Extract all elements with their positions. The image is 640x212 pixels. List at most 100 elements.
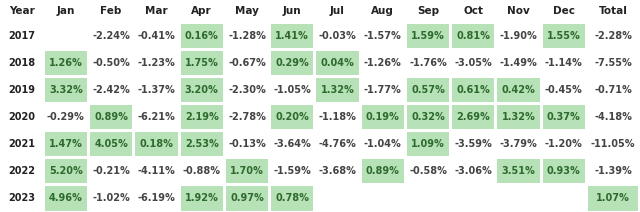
Text: -0.71%: -0.71% xyxy=(595,85,632,95)
Text: 1.07%: 1.07% xyxy=(596,193,630,204)
Text: 2023: 2023 xyxy=(8,193,35,204)
Text: -1.37%: -1.37% xyxy=(138,85,175,95)
Text: -1.04%: -1.04% xyxy=(364,139,402,149)
Text: Mar: Mar xyxy=(145,6,168,16)
Text: -7.55%: -7.55% xyxy=(595,58,632,68)
Text: -2.30%: -2.30% xyxy=(228,85,266,95)
Bar xyxy=(588,105,639,129)
Bar xyxy=(271,132,314,156)
Text: 2.69%: 2.69% xyxy=(456,112,490,122)
Bar xyxy=(90,105,132,129)
Bar xyxy=(271,78,314,102)
Text: -3.59%: -3.59% xyxy=(454,139,492,149)
Bar xyxy=(135,159,177,183)
Bar xyxy=(316,51,358,75)
Bar xyxy=(180,159,223,183)
Bar xyxy=(271,105,314,129)
Bar xyxy=(45,78,87,102)
Text: Dec: Dec xyxy=(553,6,575,16)
Text: -3.64%: -3.64% xyxy=(273,139,311,149)
Bar xyxy=(271,159,314,183)
Bar xyxy=(316,159,358,183)
Bar xyxy=(407,105,449,129)
Text: 4.96%: 4.96% xyxy=(49,193,83,204)
Text: -1.20%: -1.20% xyxy=(545,139,583,149)
Bar xyxy=(497,51,540,75)
Text: -0.88%: -0.88% xyxy=(182,166,221,176)
Bar xyxy=(226,105,268,129)
Text: -0.21%: -0.21% xyxy=(92,166,130,176)
Text: Aug: Aug xyxy=(371,6,394,16)
Text: 0.20%: 0.20% xyxy=(275,112,309,122)
Text: -2.24%: -2.24% xyxy=(92,31,130,40)
Text: 1.70%: 1.70% xyxy=(230,166,264,176)
Text: -4.18%: -4.18% xyxy=(595,112,632,122)
Text: -0.50%: -0.50% xyxy=(92,58,130,68)
Bar xyxy=(135,78,177,102)
Text: -0.13%: -0.13% xyxy=(228,139,266,149)
Text: 0.42%: 0.42% xyxy=(502,85,536,95)
Text: Feb: Feb xyxy=(100,6,122,16)
Bar xyxy=(135,132,177,156)
Text: 3.20%: 3.20% xyxy=(185,85,218,95)
Bar xyxy=(588,159,639,183)
Bar xyxy=(543,51,585,75)
Bar xyxy=(316,78,358,102)
Bar xyxy=(452,24,495,48)
Bar xyxy=(180,51,223,75)
Bar xyxy=(45,51,87,75)
Bar xyxy=(588,186,639,211)
Bar xyxy=(135,105,177,129)
Bar xyxy=(543,159,585,183)
Bar xyxy=(271,51,314,75)
Text: 3.51%: 3.51% xyxy=(502,166,536,176)
Text: 0.93%: 0.93% xyxy=(547,166,580,176)
Text: Year: Year xyxy=(9,6,35,16)
Bar xyxy=(45,132,87,156)
Bar xyxy=(45,186,87,211)
Bar xyxy=(452,132,495,156)
Bar xyxy=(226,51,268,75)
Bar xyxy=(543,132,585,156)
Bar xyxy=(407,78,449,102)
Text: 2.19%: 2.19% xyxy=(185,112,218,122)
Text: -1.18%: -1.18% xyxy=(319,112,356,122)
Text: 0.78%: 0.78% xyxy=(275,193,309,204)
Text: 0.04%: 0.04% xyxy=(321,58,355,68)
Bar xyxy=(497,24,540,48)
Bar xyxy=(407,24,449,48)
Text: 1.47%: 1.47% xyxy=(49,139,83,149)
Text: 5.20%: 5.20% xyxy=(49,166,83,176)
Bar xyxy=(452,51,495,75)
Text: -1.76%: -1.76% xyxy=(409,58,447,68)
Text: Jul: Jul xyxy=(330,6,345,16)
Bar xyxy=(362,159,404,183)
Text: 2021: 2021 xyxy=(8,139,35,149)
Text: Jan: Jan xyxy=(57,6,75,16)
Bar xyxy=(407,51,449,75)
Text: 2019: 2019 xyxy=(8,85,35,95)
Text: Jun: Jun xyxy=(283,6,301,16)
Bar xyxy=(135,51,177,75)
Text: -0.29%: -0.29% xyxy=(47,112,84,122)
Text: 1.32%: 1.32% xyxy=(321,85,355,95)
Text: -6.21%: -6.21% xyxy=(138,112,175,122)
Text: 1.55%: 1.55% xyxy=(547,31,580,40)
Text: -1.26%: -1.26% xyxy=(364,58,402,68)
Text: 0.32%: 0.32% xyxy=(411,112,445,122)
Bar xyxy=(226,24,268,48)
Text: -6.19%: -6.19% xyxy=(138,193,175,204)
Text: -1.28%: -1.28% xyxy=(228,31,266,40)
Text: Oct: Oct xyxy=(463,6,483,16)
Bar xyxy=(588,51,639,75)
Text: -3.06%: -3.06% xyxy=(454,166,492,176)
Text: 0.61%: 0.61% xyxy=(456,85,490,95)
Bar xyxy=(90,78,132,102)
Text: 1.75%: 1.75% xyxy=(185,58,218,68)
Text: -0.58%: -0.58% xyxy=(409,166,447,176)
Text: -0.03%: -0.03% xyxy=(319,31,356,40)
Bar xyxy=(226,159,268,183)
Text: -0.41%: -0.41% xyxy=(138,31,175,40)
Text: -1.57%: -1.57% xyxy=(364,31,402,40)
Text: 0.89%: 0.89% xyxy=(366,166,400,176)
